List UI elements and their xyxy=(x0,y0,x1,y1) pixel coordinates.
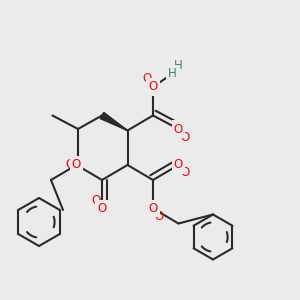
Text: O: O xyxy=(180,130,189,143)
Text: O: O xyxy=(174,158,183,172)
Text: O: O xyxy=(72,158,81,172)
Text: O: O xyxy=(66,158,75,171)
Polygon shape xyxy=(100,112,128,130)
Text: H: H xyxy=(174,59,183,72)
Text: O: O xyxy=(98,202,106,215)
Text: O: O xyxy=(174,122,183,136)
Text: O: O xyxy=(180,167,189,179)
Text: O: O xyxy=(148,80,158,94)
Text: O: O xyxy=(91,194,101,207)
Text: O: O xyxy=(148,202,158,215)
Text: H: H xyxy=(168,67,177,80)
Text: O: O xyxy=(142,73,152,85)
Text: O: O xyxy=(154,210,164,223)
